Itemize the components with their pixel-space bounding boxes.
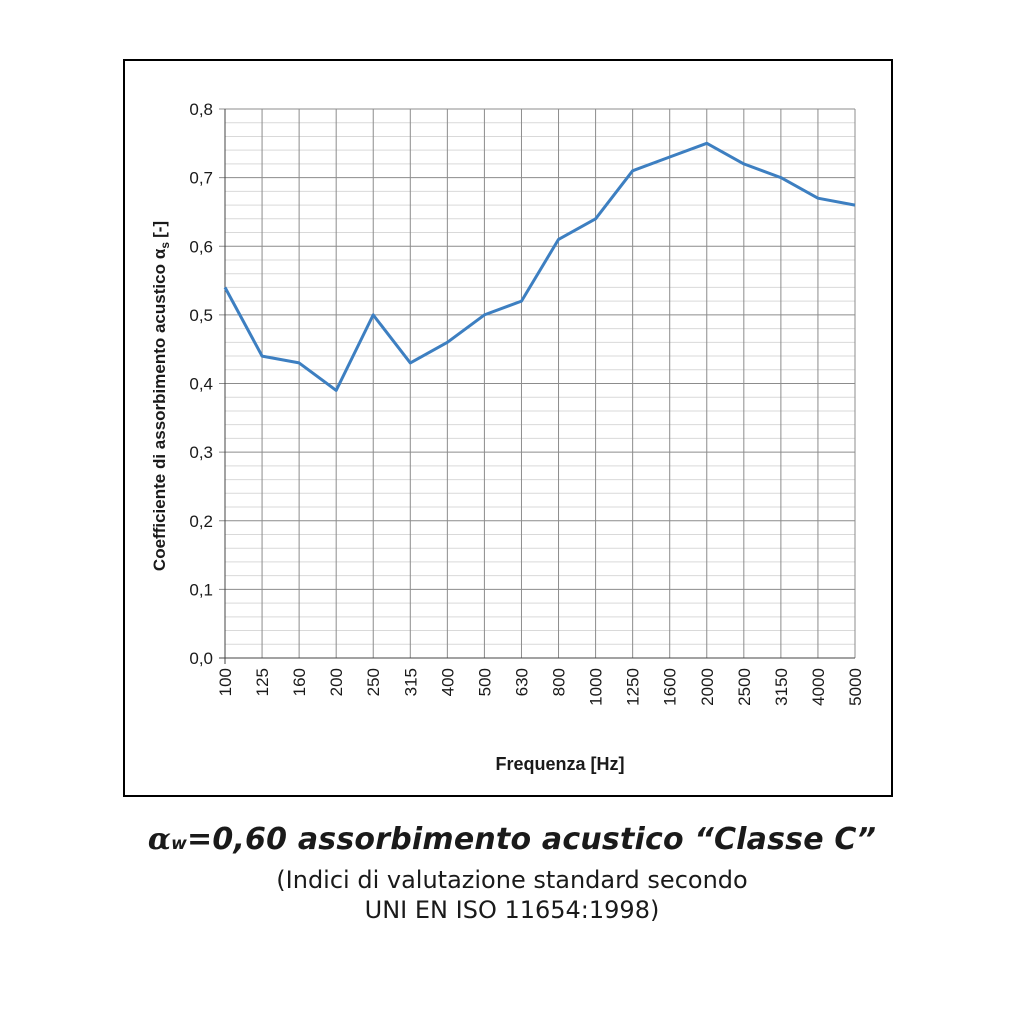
caption-line-2: UNI EN ISO 11654:1998) (364, 896, 660, 924)
caption: αw=0,60 assorbimento acustico “Classe C”… (0, 822, 1024, 925)
x-tick-label: 1250 (624, 668, 643, 706)
series-line (223, 141, 856, 392)
y-tick-label: 0,7 (189, 169, 213, 188)
x-tick-label: 500 (475, 668, 494, 696)
x-tick-label: 400 (438, 668, 457, 696)
x-tick-label: 2000 (698, 668, 717, 706)
x-tick-label: 100 (216, 668, 235, 696)
y-tick-label: 0,0 (189, 649, 213, 668)
y-axis-label: Coefficiente di assorbimento acustico αs [… (150, 221, 172, 571)
grid (219, 108, 856, 664)
y-tick-label: 0,5 (189, 306, 213, 325)
x-tick-label: 200 (327, 668, 346, 696)
y-tick-label: 0,2 (189, 512, 213, 531)
chart-frame: 0,0 0,1 0,2 0,3 0,4 0,5 0,6 0,7 0,8 100 125 160 200… (123, 59, 893, 797)
caption-main-text: =0,60 assorbimento acustico “Classe C” (187, 822, 877, 857)
y-axis-label-subscript: s (158, 242, 172, 249)
y-axis-label-symbol: α (150, 248, 169, 259)
x-tick-label: 1000 (587, 668, 606, 706)
y-tick-label: 0,3 (189, 443, 213, 462)
x-tick-label: 160 (290, 668, 309, 696)
y-tick-labels: 0,0 0,1 0,2 0,3 0,4 0,5 0,6 0,7 0,8 (189, 100, 213, 668)
x-tick-label: 2500 (735, 668, 754, 706)
y-tick-label: 0,4 (189, 375, 213, 394)
x-tick-labels: 100 125 160 200 250 315 400 500 630 800 1000 1250 16… (216, 668, 865, 706)
x-tick-label: 250 (364, 668, 383, 696)
x-tick-label: 125 (253, 668, 272, 696)
x-tick-label: 800 (550, 668, 569, 696)
y-tick-label: 0,6 (189, 237, 213, 256)
y-axis-label-unit: [-] (150, 221, 169, 238)
y-tick-label: 0,1 (189, 580, 213, 599)
caption-line-1: (Indici di valutazione standard secondo (276, 866, 748, 894)
caption-alpha-subscript: w (171, 834, 188, 854)
line-chart: 0,0 0,1 0,2 0,3 0,4 0,5 0,6 0,7 0,8 100 125 160 200… (150, 100, 865, 774)
x-tick-label: 5000 (846, 668, 865, 706)
x-tick-label: 1600 (661, 668, 680, 706)
x-tick-label: 3150 (772, 668, 791, 706)
y-tick-label: 0,8 (189, 100, 213, 119)
x-tick-label: 315 (401, 668, 420, 696)
series-line-layer (223, 141, 856, 392)
x-axis-label: Frequenza [Hz] (495, 754, 624, 774)
x-tick-label: 4000 (809, 668, 828, 706)
x-tick-label: 630 (512, 668, 531, 696)
caption-main: αw=0,60 assorbimento acustico “Classe C” (0, 822, 1024, 857)
y-axis-label-text: Coefficiente di assorbimento acustico (150, 264, 169, 571)
caption-alpha-symbol: α (147, 822, 172, 857)
